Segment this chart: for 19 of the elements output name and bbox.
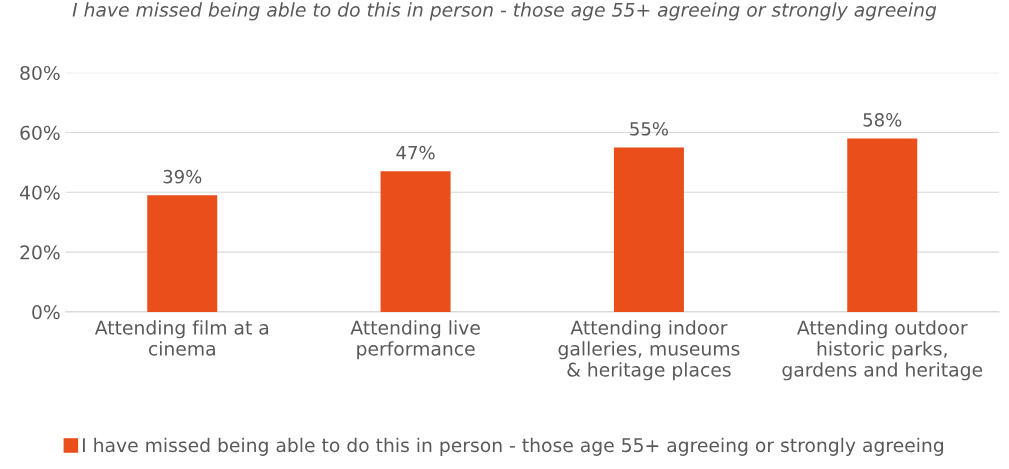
data-label: 39% [163,169,202,184]
data-label: 47% [396,145,435,160]
x-tick-label: Attending indoor galleries, museums & heritage places [558,320,740,381]
chart-title: I have missed being able to do this in person - those age 55+ agreeing or strongly agreeing [72,2,937,21]
y-tick-label: 20% [20,245,60,260]
data-label: 55% [630,121,668,136]
bar [147,195,218,312]
y-tick-label: 40% [19,185,60,200]
legend-label: I have missed being able to do this in person - those age 55+ agreeing or strongly agreeing [83,437,944,456]
bar [613,147,684,312]
bar [380,171,451,312]
y-tick-label: 0% [32,305,60,320]
y-tick-label: 80% [20,65,60,81]
data-label: 58% [863,112,902,127]
x-tick-label: Attending outdoor historic parks, gardens and heritage [782,320,983,381]
y-tick-label: 60% [20,125,60,140]
x-tick-label: Attending live performance [350,320,480,360]
x-tick-label: Attending film at a cinema [94,320,269,356]
bar [847,138,918,312]
